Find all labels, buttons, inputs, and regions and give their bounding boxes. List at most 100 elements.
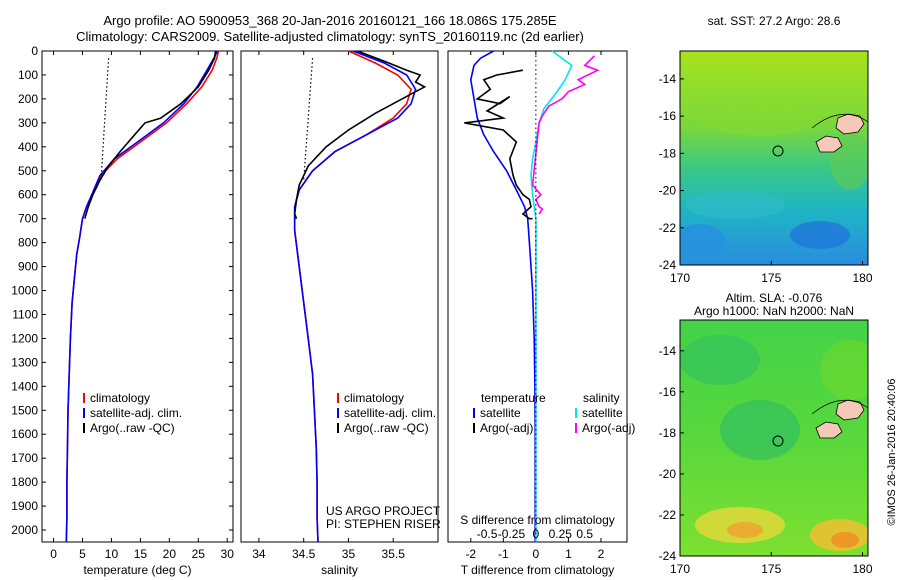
map-y-tick-label: -16 [659, 109, 677, 123]
sst-map-image [680, 51, 868, 265]
series-line-t-satellite [469, 50, 537, 542]
x-tick-label: -2 [465, 547, 476, 561]
title-line-2: Climatology: CARS2009. Satellite-adjuste… [76, 29, 584, 44]
legend-label: Argo(-adj) [582, 421, 635, 435]
x-tick-label: 20 [163, 547, 177, 561]
y-tick-label: 1600 [11, 427, 38, 441]
salinity-chart: 34 34.5 35 35.5 salinity climatologysatellite… [252, 50, 441, 577]
legend-label: Argo(..raw -QC) [344, 421, 429, 435]
series-line-dotted [303, 58, 314, 181]
map-y-tick-label: -16 [659, 385, 677, 399]
x-tick-label: -1 [498, 547, 509, 561]
float-marker-sla [772, 435, 784, 447]
x-tick-label: 34.5 [292, 547, 316, 561]
x-tick-label: 5 [79, 547, 86, 561]
sst-map-frame [679, 50, 869, 266]
x-tick-label: 2 [598, 547, 605, 561]
map-axes: 170 175 180 -14 -16 -18 -20 -22 -24 sat. SST: 27.… [659, 14, 873, 576]
y-tick-label: 200 [18, 92, 38, 106]
difference-chart: -2 -1 0 1 2 T difference from climatology S di… [460, 50, 635, 577]
project-annotation: PI: STEPHEN RISER [326, 517, 441, 531]
y-tick-label: 100 [18, 68, 38, 82]
x-tick-label: 30 [221, 547, 235, 561]
series-line-satellite [65, 50, 219, 543]
x-axis-label: salinity [321, 563, 358, 577]
y-tick-label: 0 [31, 44, 38, 58]
sla-map-image [680, 320, 868, 556]
map-y-tick-label: -24 [659, 258, 677, 272]
s-tick-label: 0.25 [549, 527, 573, 541]
map-title: Altim. SLA: -0.076 [726, 291, 823, 305]
y-tick-label: 1900 [11, 499, 38, 513]
map-x-tick-label: 175 [761, 562, 781, 576]
y-tick-label: 1500 [11, 403, 38, 417]
map-y-tick-label: -18 [659, 426, 677, 440]
float-marker-sst [772, 145, 784, 157]
legend-label: satellite-adj. clim. [344, 406, 436, 420]
y-tick-label: 800 [18, 236, 38, 250]
y-tick-label: 2000 [11, 523, 38, 537]
y-tick-label: 500 [18, 164, 38, 178]
x-tick-label: 35.5 [382, 547, 406, 561]
series-line-satellite [293, 50, 417, 543]
s-tick-label: 0.5 [576, 527, 593, 541]
y-tick-label: 1100 [12, 307, 38, 321]
map-x-tick-label: 180 [853, 562, 873, 576]
y-tick-label: 1800 [11, 475, 38, 489]
fiji-islands-sst [811, 113, 869, 153]
map-y-tick-label: -18 [659, 146, 677, 160]
y-tick-label: 600 [18, 188, 38, 202]
series-line-argo [84, 50, 217, 219]
s-tick-label: -0.5 [477, 527, 498, 541]
map-x-tick-label: 175 [761, 271, 781, 285]
x-axis-label: temperature (deg C) [83, 563, 191, 577]
x-tick-label: 10 [105, 547, 119, 561]
map-x-tick-label: 180 [853, 271, 873, 285]
y-tick-label: 1000 [11, 284, 38, 298]
map-x-tick-label: 170 [670, 271, 690, 285]
map-y-tick-label: -20 [659, 467, 677, 481]
map-y-tick-label: -22 [659, 221, 677, 235]
legend-title-temperature: temperature [481, 391, 546, 405]
x-tick-label: 0 [50, 547, 57, 561]
x-tick-label: 15 [134, 547, 148, 561]
legend-title-salinity: salinity [583, 391, 620, 405]
project-annotation: US ARGO PROJECT [326, 504, 441, 518]
x-tick-label: 35 [342, 547, 356, 561]
s-axis-label: S difference from climatology [460, 513, 615, 527]
y-tick-label: 300 [18, 116, 38, 130]
legend-label: climatology [90, 391, 150, 405]
legend-label: Argo(-adj) [480, 421, 533, 435]
series-line-t-argo [464, 69, 533, 220]
temperature-panel-frame [41, 50, 234, 543]
map-y-tick-label: -14 [659, 72, 677, 86]
series-line-s-satellite [530, 50, 573, 542]
salinity-panel-frame [240, 50, 439, 543]
y-tick-label: 400 [18, 140, 38, 154]
x-tick-label: 0 [533, 547, 540, 561]
title-line-1: Argo profile: AO 5900953_368 20-Jan-2016… [103, 13, 557, 28]
sla-map-frame [679, 319, 869, 557]
legend-label: climatology [344, 391, 404, 405]
y-tick-label: 1700 [11, 451, 38, 465]
y-tick-label: 1200 [11, 331, 38, 345]
map-y-tick-label: -20 [659, 184, 677, 198]
series-line-dotted [100, 58, 110, 181]
fiji-islands-sla [811, 399, 869, 439]
series-line-s-argo [531, 55, 600, 215]
map-y-tick-label: -14 [659, 344, 677, 358]
x-tick-label: 34 [252, 547, 266, 561]
s-tick-label: -0.25 [498, 527, 526, 541]
map-y-tick-label: -24 [659, 549, 677, 563]
x-axis-label: T difference from climatology [461, 563, 615, 577]
legend-label: satellite-adj. clim. [90, 406, 182, 420]
temperature-chart: 0 5 10 15 20 25 300100200300400500600700800900… [11, 44, 234, 577]
series-line-argo [293, 50, 427, 219]
map-title: Argo h1000: NaN h2000: NaN [694, 304, 854, 318]
x-tick-label: 25 [192, 547, 206, 561]
legend-label: satellite [582, 406, 623, 420]
map-y-tick-label: -22 [659, 508, 677, 522]
y-tick-label: 900 [18, 260, 38, 274]
s-tick-label: 0 [533, 527, 540, 541]
